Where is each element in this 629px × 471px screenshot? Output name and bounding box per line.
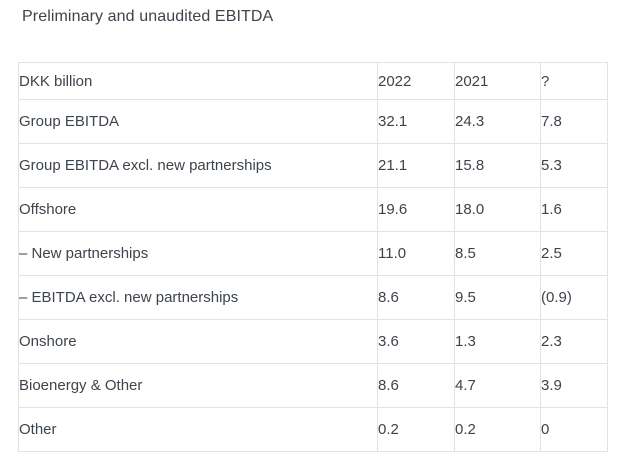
value-cell-y2021: 9.5 <box>454 275 541 320</box>
value-cell-delta: 3.9 <box>540 363 608 408</box>
table-row: Offshore 19.6 18.0 1.6 <box>18 187 608 232</box>
table-row: Bioenergy & Other 8.6 4.7 3.9 <box>18 363 608 408</box>
value-cell-y2021: 4.7 <box>454 363 541 408</box>
value-cell-delta: 5.3 <box>540 143 608 188</box>
row-label: – New partnerships <box>18 231 378 276</box>
value-cell-delta: 0 <box>540 407 608 452</box>
value-cell-delta: (0.9) <box>540 275 608 320</box>
value-cell-delta: 7.8 <box>540 99 608 144</box>
row-label: Group EBITDA excl. new partnerships <box>18 143 378 188</box>
value-cell-y2021: 0.2 <box>454 407 541 452</box>
table-row: – EBITDA excl. new partnerships 8.6 9.5 (0.… <box>18 275 608 320</box>
row-label: Group EBITDA <box>18 99 378 144</box>
column-header-label: DKK billion <box>18 62 378 100</box>
column-header-y2022: 2022 <box>377 62 455 100</box>
table-body: Group EBITDA 32.1 24.3 7.8 Group EBITDA excl… <box>18 99 608 452</box>
value-cell-delta: 2.3 <box>540 319 608 364</box>
row-label: Other <box>18 407 378 452</box>
table-header-row: DKK billion 2022 2021? <box>18 62 608 100</box>
table-row: Other 0.2 0.2 0 <box>18 407 608 452</box>
table-row: – New partnerships 11.0 8.5 2.5 <box>18 231 608 276</box>
row-label: Onshore <box>18 319 378 364</box>
value-cell-y2022: 21.1 <box>377 143 455 188</box>
value-cell-y2021: 1.3 <box>454 319 541 364</box>
table-header: DKK billion 2022 2021? <box>18 62 608 100</box>
ebitda-table: DKK billion 2022 2021? Group EBITDA 32.1 24.… <box>18 62 608 452</box>
column-header-y2021: 2021 <box>454 62 541 100</box>
table-row: Group EBITDA 32.1 24.3 7.8 <box>18 99 608 144</box>
value-cell-y2021: 18.0 <box>454 187 541 232</box>
value-cell-y2021: 8.5 <box>454 231 541 276</box>
value-cell-y2022: 3.6 <box>377 319 455 364</box>
row-label: Offshore <box>18 187 378 232</box>
value-cell-y2022: 32.1 <box>377 99 455 144</box>
value-cell-y2021: 15.8 <box>454 143 541 188</box>
row-label: – EBITDA excl. new partnerships <box>18 275 378 320</box>
value-cell-y2022: 8.6 <box>377 275 455 320</box>
page-title: Preliminary and unaudited EBITDA <box>22 8 274 25</box>
value-cell-delta: 2.5 <box>540 231 608 276</box>
value-cell-y2022: 0.2 <box>377 407 455 452</box>
value-cell-y2022: 19.6 <box>377 187 455 232</box>
value-cell-y2022: 8.6 <box>377 363 455 408</box>
table-row: Onshore 3.6 1.3 2.3 <box>18 319 608 364</box>
column-header-delta: ? <box>540 62 608 100</box>
value-cell-y2021: 24.3 <box>454 99 541 144</box>
value-cell-delta: 1.6 <box>540 187 608 232</box>
row-label: Bioenergy & Other <box>18 363 378 408</box>
value-cell-y2022: 11.0 <box>377 231 455 276</box>
table-row: Group EBITDA excl. new partnerships 21.1 1… <box>18 143 608 188</box>
